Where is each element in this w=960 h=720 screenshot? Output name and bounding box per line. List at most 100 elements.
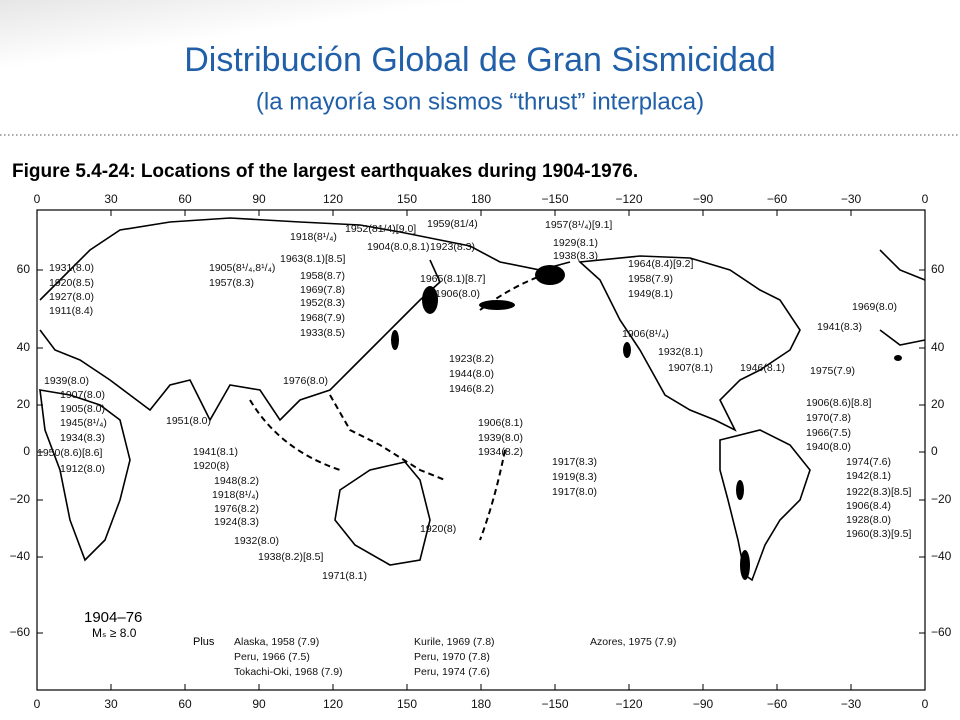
quake-label: 1941(8.1) <box>193 446 238 458</box>
quake-label: 1906(8.4) <box>846 500 891 512</box>
coast <box>334 461 431 566</box>
lon-tick-label: −150 <box>541 192 568 206</box>
lat-tick-label: −20 <box>931 492 952 506</box>
legend-plus-item: Peru, 1966 (7.5) <box>234 651 310 663</box>
coast <box>39 389 131 562</box>
lon-tick-label: 180 <box>471 192 491 206</box>
lon-tick-label: 30 <box>104 192 118 206</box>
quake-label: 1912(8.0) <box>60 463 105 475</box>
quake-label: 1957(8.3) <box>209 277 254 289</box>
quake-label: 1940(8.0) <box>806 441 851 453</box>
lat-tick-label: 20 <box>17 397 31 411</box>
lon-tick-label: 150 <box>397 192 417 206</box>
lat-tick-label: 40 <box>931 340 945 354</box>
quake-label: 1906(8.6)[8.8] <box>806 397 871 409</box>
lat-tick-label: 60 <box>931 262 945 276</box>
lon-tick-label: 180 <box>471 697 491 711</box>
quake-label: 1932(8.1) <box>658 346 703 358</box>
lat-tick-label: −60 <box>931 625 952 639</box>
quake-label: 1919(8.3) <box>552 471 597 483</box>
legend-plus-item: Peru, 1970 (7.8) <box>414 651 490 663</box>
quake-label: 1920(8) <box>420 523 456 535</box>
quake-label: 1958(7.9) <box>628 273 673 285</box>
header-bg <box>0 0 960 140</box>
quake-label: 1932(8.0) <box>234 535 279 547</box>
quake-label: 1939(8.0) <box>478 432 523 444</box>
quake-label: 1969(8.0) <box>852 301 897 313</box>
quake-label: 1944(8.0) <box>449 368 494 380</box>
lon-tick-label: −120 <box>615 697 642 711</box>
lon-tick-label: 0 <box>34 192 41 206</box>
lon-tick-label: 30 <box>104 697 118 711</box>
quake-label: 1927(8.0) <box>49 291 94 303</box>
quake-label: 1918(8¹/₄) <box>290 231 337 243</box>
quake-label: 1924(8.3) <box>214 516 259 528</box>
quake-label: 1929(8.1) <box>553 237 598 249</box>
quake-label: 1939(8.0) <box>44 375 89 387</box>
quake-label: 1948(8.2) <box>214 475 259 487</box>
lat-tick-label: −60 <box>10 625 31 639</box>
quake-label: 1923(8.2) <box>449 353 494 365</box>
lon-tick-label: 60 <box>178 192 192 206</box>
quake-label: 1938(8.3) <box>553 250 598 262</box>
legend-plus-title: Plus <box>193 636 215 648</box>
quake-label: 1949(8.1) <box>628 288 673 300</box>
quake-label: 1905(8¹/₄,8¹/₄) <box>209 262 275 274</box>
legend-magnitude: Mₛ ≥ 8.0 <box>92 626 137 640</box>
lon-tick-label: −120 <box>615 192 642 206</box>
lat-tick-label: 0 <box>23 444 30 458</box>
quake-label: 1931(8.0) <box>49 262 94 274</box>
quake-label: 1958(8.7) <box>300 270 345 282</box>
quake-label: 1928(8.0) <box>846 514 891 526</box>
lon-tick-label: 90 <box>252 192 266 206</box>
quake-label: 1969(7.8) <box>300 284 345 296</box>
quake-label: 1970(7.8) <box>806 412 851 424</box>
quake-label: 1906(8¹/₄) <box>622 328 669 340</box>
quake-label: 1911(8.4) <box>49 305 93 317</box>
quake-label: 1946(8.2) <box>449 383 494 395</box>
quake-label: 1920(8.5) <box>49 277 94 289</box>
lon-tick-label: −90 <box>693 697 714 711</box>
quake-label: 1922(8.3)[8.5] <box>846 486 911 498</box>
quake-label: 1942(8.1) <box>846 470 891 482</box>
lon-tick-label: −60 <box>767 192 788 206</box>
legend-plus-item: Tokachi-Oki, 1968 (7.9) <box>234 666 343 678</box>
lon-tick-label: 60 <box>178 697 192 711</box>
lon-tick-label: 0 <box>922 192 929 206</box>
lat-tick-label: 40 <box>17 340 31 354</box>
quake-label: 1960(8.3)[9.5] <box>846 528 911 540</box>
lat-tick-label: 20 <box>931 397 945 411</box>
coastlines <box>39 217 926 582</box>
quake-label: 1907(8.1) <box>668 362 713 374</box>
quake-label: 1952(81/4)[9.0] <box>345 223 416 235</box>
lon-tick-label: −150 <box>541 697 568 711</box>
quake-label: 1906(8.1) <box>478 417 523 429</box>
slide-subtitle: (la mayoría son sismos “thrust” interpla… <box>256 88 704 115</box>
lat-tick-label: 0 <box>931 444 938 458</box>
quake-zone <box>894 355 902 361</box>
quake-label: 1933(8.5) <box>300 327 345 339</box>
quake-zone <box>422 286 438 314</box>
lon-tick-label: 120 <box>323 192 343 206</box>
lon-tick-label: 120 <box>323 697 343 711</box>
quake-label: 1904(8.0,8.1) <box>367 241 429 253</box>
quake-label: 1964(8.4)[9.2] <box>628 258 693 270</box>
lat-tick-label: −40 <box>10 549 31 563</box>
legend-plus-item: Alaska, 1958 (7.9) <box>234 636 319 648</box>
quake-label: 1974(7.6) <box>846 456 891 468</box>
coast <box>39 259 441 422</box>
quake-zone <box>623 342 631 358</box>
quake-zone <box>535 265 565 285</box>
quake-label: 1971(8.1) <box>322 570 367 582</box>
quake-label: 1938(8.2)[8.5] <box>258 551 323 563</box>
quake-zone <box>479 300 515 310</box>
quake-label: 1965(8.1)[8.7] <box>420 273 485 285</box>
quake-label: 1963(8.1)[8.5] <box>280 253 345 265</box>
quake-label: 1968(7.9) <box>300 312 345 324</box>
quake-label: 1945(8¹/₄) <box>60 417 107 429</box>
lon-tick-label: 150 <box>397 697 417 711</box>
quake-label: 1917(8.0) <box>552 486 597 498</box>
quake-zone <box>736 480 744 500</box>
lon-tick-label: 90 <box>252 697 266 711</box>
